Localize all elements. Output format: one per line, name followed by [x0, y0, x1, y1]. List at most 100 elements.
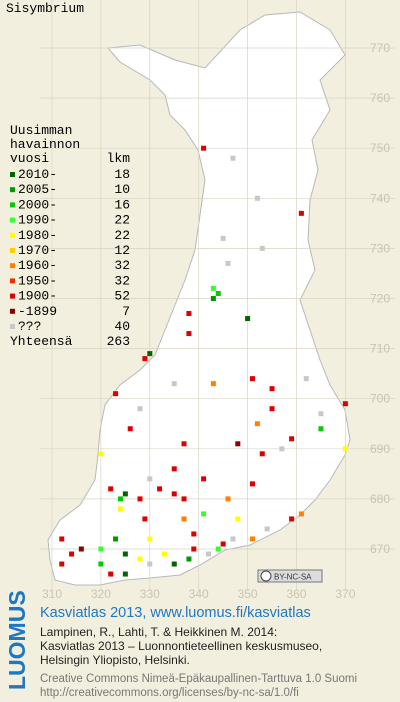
record-square [201, 511, 207, 517]
legend-count: 18 [114, 167, 130, 182]
record-square [210, 285, 216, 291]
record-square [171, 491, 177, 497]
record-square [220, 541, 226, 547]
record-square [137, 496, 143, 502]
record-square [342, 446, 348, 452]
record-square [78, 546, 84, 552]
legend-swatch [10, 308, 15, 314]
citation-line: Lampinen, R., Lahti, T. & Heikkinen M. 2… [40, 625, 277, 639]
record-square [108, 571, 114, 577]
record-square [220, 235, 226, 241]
legend-count: 22 [114, 228, 130, 243]
badge-box [257, 569, 323, 583]
record-square [289, 516, 295, 522]
record-square [298, 210, 304, 216]
y-tick-label: 760 [370, 91, 390, 105]
legend-swatch [10, 187, 15, 193]
record-square [147, 561, 153, 567]
record-square [289, 436, 295, 442]
title: Sisymbrium [6, 1, 84, 16]
record-square [181, 516, 187, 522]
legend-label: 1900- [18, 289, 57, 304]
license-line: Creative Commons Nimeä-Epäkaupallinen-Ta… [40, 673, 357, 685]
x-tick-label: 320 [91, 587, 111, 601]
legend-swatch [10, 172, 15, 177]
x-tick-label: 350 [238, 587, 258, 601]
cc-icon [260, 570, 272, 582]
legend-count: 16 [114, 197, 130, 212]
record-square [98, 561, 104, 567]
record-square [108, 486, 114, 492]
legend-count: 22 [114, 213, 130, 228]
legend-label: 1970- [18, 243, 57, 258]
record-square [279, 446, 285, 452]
record-square [318, 426, 324, 432]
record-square [117, 496, 123, 502]
legend-swatch [10, 248, 15, 253]
legend-count: 32 [114, 258, 130, 273]
legend-total-label: Yhteensä [10, 334, 73, 349]
legend-heading: havainnon [10, 137, 80, 152]
atlas-link: Kasviatlas 2013, www.luomus.fi/kasviatla… [40, 605, 311, 621]
record-square [269, 406, 275, 412]
record-square [249, 536, 255, 542]
record-square [318, 411, 324, 417]
record-square [210, 381, 216, 387]
legend-count-heading: lkm [107, 151, 131, 166]
y-tick-label: 730 [370, 241, 390, 255]
legend-count: 40 [114, 319, 130, 334]
record-square [205, 551, 211, 557]
y-tick-label: 680 [370, 492, 390, 506]
record-square [147, 536, 153, 542]
record-square [142, 356, 148, 362]
legend-count: 12 [114, 243, 130, 258]
legend-swatch [10, 202, 15, 208]
badge-text: BY-NC-SA [274, 573, 312, 582]
x-tick-label: 360 [286, 587, 306, 601]
cc-badge: BY-NC-SA [257, 569, 323, 583]
legend-heading: vuosi [10, 151, 49, 166]
record-square [201, 145, 207, 151]
legend-label: 2005- [18, 182, 57, 197]
grid: 310 320 330 340 350 360 370 770 760 750 740 730 720 7… [40, 0, 395, 601]
legend-swatch [10, 217, 15, 223]
record-square [147, 476, 153, 482]
legend-label: 1990- [18, 213, 57, 228]
y-tick-label: 740 [370, 191, 390, 205]
y-tick-label: 700 [370, 392, 390, 406]
y-tick-label: 690 [370, 442, 390, 456]
record-square [254, 421, 260, 427]
record-square [298, 511, 304, 517]
record-square [157, 486, 163, 492]
x-tick-label: 330 [140, 587, 160, 601]
record-square [186, 331, 192, 337]
legend-count: 10 [114, 182, 130, 197]
legend-label: 2000- [18, 197, 57, 212]
y-tick-label: 750 [370, 141, 390, 155]
record-square [122, 551, 128, 557]
legend-swatch [10, 263, 15, 269]
x-tick-label: 340 [189, 587, 209, 601]
record-square [259, 245, 265, 251]
record-square [264, 526, 270, 532]
citation-line: Helsingin Yliopisto, Helsinki. [40, 653, 190, 667]
record-square [59, 561, 65, 567]
record-square [122, 491, 128, 497]
y-tick-label: 670 [370, 542, 390, 556]
legend-label: 1950- [18, 273, 57, 288]
record-square [186, 556, 192, 562]
record-square [235, 516, 241, 522]
record-square [235, 441, 241, 447]
record-square [215, 546, 221, 552]
record-square [230, 155, 236, 161]
y-tick-label: 710 [370, 342, 390, 356]
legend-heading: Uusimman [10, 123, 72, 138]
legend-swatch [10, 324, 15, 329]
legend-total: 263 [107, 334, 130, 349]
y-tick-label: 770 [370, 41, 390, 55]
legend-count: 32 [114, 273, 130, 288]
record-square [269, 386, 275, 392]
record-square [117, 506, 123, 512]
